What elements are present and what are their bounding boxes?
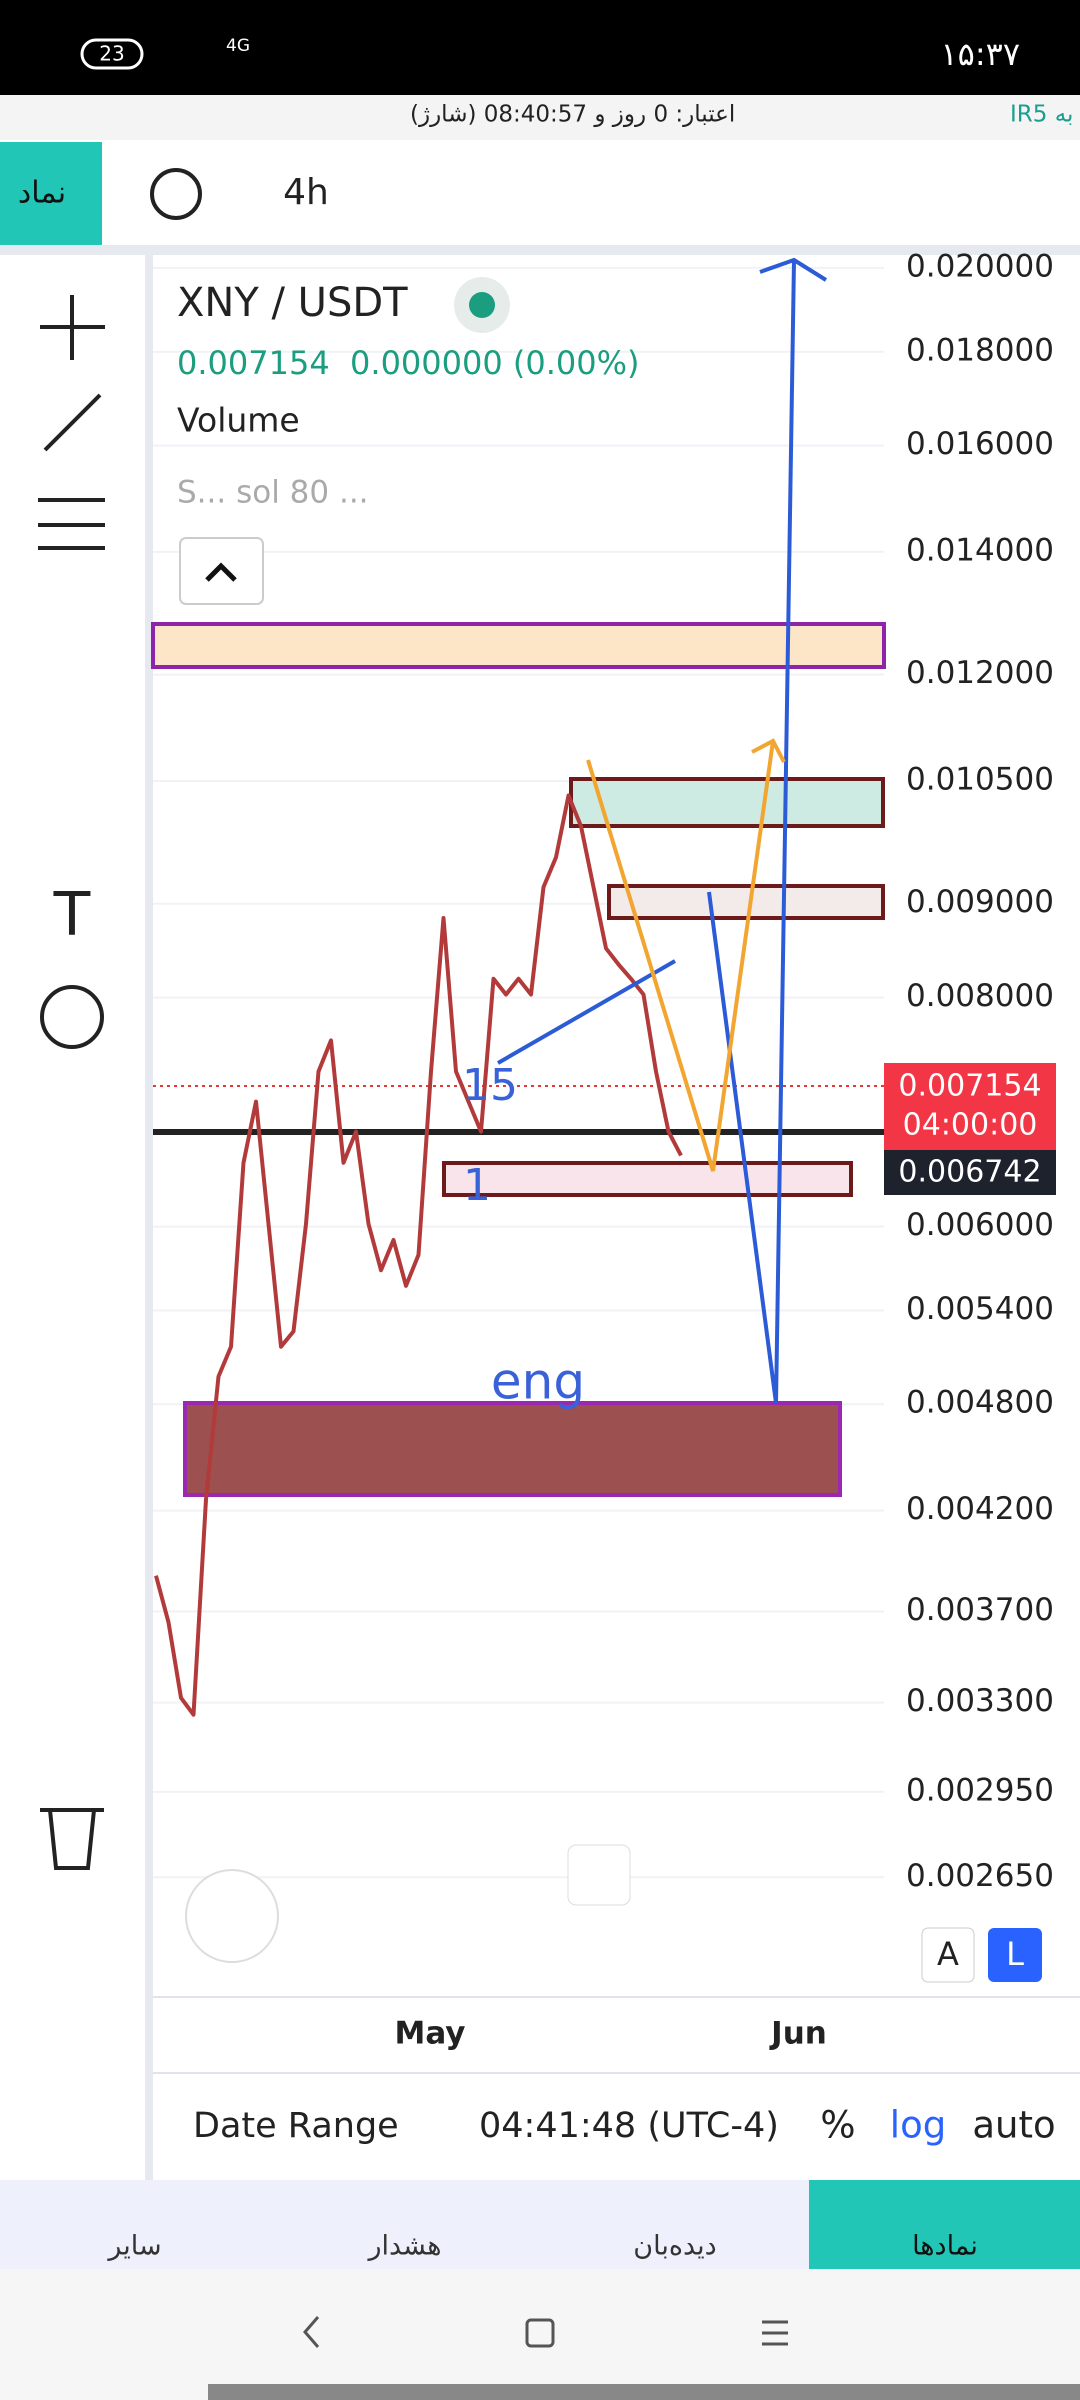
bar-countdown: 04:00:00 (903, 1108, 1038, 1143)
emoji-tool[interactable] (40, 985, 104, 1049)
nav-active (809, 2180, 1080, 2269)
auto-toggle[interactable]: auto (972, 2104, 1055, 2147)
toolbar (0, 142, 1080, 245)
log-toggle[interactable]: log (890, 2104, 946, 2147)
symbol-button-label[interactable]: نماد (18, 176, 66, 211)
system-nav (0, 2269, 1080, 2400)
y-tick-label: 0.006000 (906, 1207, 1054, 1243)
y-tick-label: 0.016000 (906, 426, 1054, 462)
scroll-indicator (208, 2384, 1080, 2400)
y-tick-label: 0.003300 (906, 1683, 1054, 1719)
indicator-label: S... sol 80 ... (177, 475, 369, 511)
annotation: 15 (462, 1060, 518, 1111)
crosshair-tool[interactable] (40, 295, 105, 360)
status-dot (469, 292, 495, 318)
chart-title: XNY / USDT (177, 280, 408, 326)
logo (185, 1869, 279, 1963)
zone-drawing (569, 777, 885, 828)
y-tick-label: 0.014000 (906, 532, 1054, 568)
trend-drawing (586, 738, 786, 1172)
y-tick-label: 0.009000 (906, 884, 1054, 920)
trend-drawing (497, 257, 828, 1404)
status-bar (0, 0, 1080, 95)
zone-drawing (151, 622, 886, 669)
price-line (154, 793, 683, 1717)
auto-button[interactable] (921, 1927, 975, 1983)
battery-level: 23 (99, 42, 124, 66)
symbol-button[interactable] (0, 142, 102, 245)
fib-tool[interactable] (38, 498, 105, 550)
nav-item[interactable]: نمادها (912, 2231, 978, 2262)
y-tick-label: 0.004800 (906, 1385, 1054, 1421)
divider (145, 255, 153, 2180)
network-type: 4G (226, 36, 250, 56)
add-button[interactable] (150, 168, 202, 220)
reset-button[interactable] (567, 1844, 631, 1906)
collapse-icon[interactable] (205, 562, 237, 582)
battery (80, 38, 144, 70)
quote: 0.007154 0.000000 (0.00%) (177, 344, 640, 382)
line-price: 0.006742 (898, 1155, 1041, 1190)
percent-toggle[interactable]: % (820, 2104, 855, 2147)
y-tick-label: 0.020000 (906, 248, 1054, 284)
back-button[interactable] (303, 2316, 320, 2348)
credit: اعتبار: 0 روز و 08:40:57 (شارژ) (410, 102, 735, 128)
collapse-button[interactable] (179, 537, 264, 605)
auto-button-label[interactable]: A (937, 1935, 959, 1973)
interval[interactable]: 4h (283, 172, 329, 213)
y-tick-label: 0.004200 (906, 1491, 1054, 1527)
text-tool[interactable]: T (53, 880, 91, 950)
y-tick-label: 0.005400 (906, 1291, 1054, 1327)
y-tick-label: 0.018000 (906, 332, 1054, 368)
zone-drawing (442, 1161, 853, 1197)
clock: ۱۵:۳۷ (940, 35, 1020, 73)
y-tick-label: 0.002950 (906, 1772, 1054, 1808)
menu-button[interactable] (762, 2320, 788, 2346)
y-tick-label: 0.010500 (906, 761, 1054, 797)
annotation: eng (491, 1353, 585, 1411)
connection: اتصال: متصل به IR5 (1010, 102, 1080, 128)
zone-drawing (607, 884, 885, 920)
x-tick-label: May (394, 2016, 465, 2052)
annotation: 1 (463, 1160, 491, 1211)
x-tick-label: Jun (769, 2016, 827, 2052)
nav-item[interactable]: هشدار (366, 2231, 441, 2262)
divider (0, 245, 1080, 255)
volume-label: Volume (177, 401, 300, 440)
y-tick-label: 0.012000 (906, 655, 1054, 691)
nav-item[interactable]: دیده‌بان (633, 2231, 716, 2262)
trash-tool[interactable] (40, 1808, 104, 1870)
tools-panel (0, 255, 145, 2180)
log-button-label[interactable]: L (1006, 1935, 1024, 1973)
home-button[interactable] (525, 2318, 555, 2348)
date-range[interactable]: Date Range (193, 2106, 399, 2146)
log-button[interactable] (988, 1928, 1042, 1982)
y-tick-label: 0.002650 (906, 1858, 1054, 1894)
zone-drawing (183, 1401, 842, 1497)
last-price-tag (884, 1063, 1056, 1150)
time-zone[interactable]: 04:41:48 (UTC-4) (479, 2106, 779, 2146)
nav-item[interactable]: سایر (106, 2231, 161, 2262)
y-tick-label: 0.003700 (906, 1592, 1054, 1628)
last-price: 0.007154 (898, 1069, 1041, 1104)
info-bar (0, 95, 1080, 140)
line-price-tag (884, 1150, 1056, 1195)
line-tool[interactable] (43, 393, 102, 452)
y-tick-label: 0.008000 (906, 978, 1054, 1014)
